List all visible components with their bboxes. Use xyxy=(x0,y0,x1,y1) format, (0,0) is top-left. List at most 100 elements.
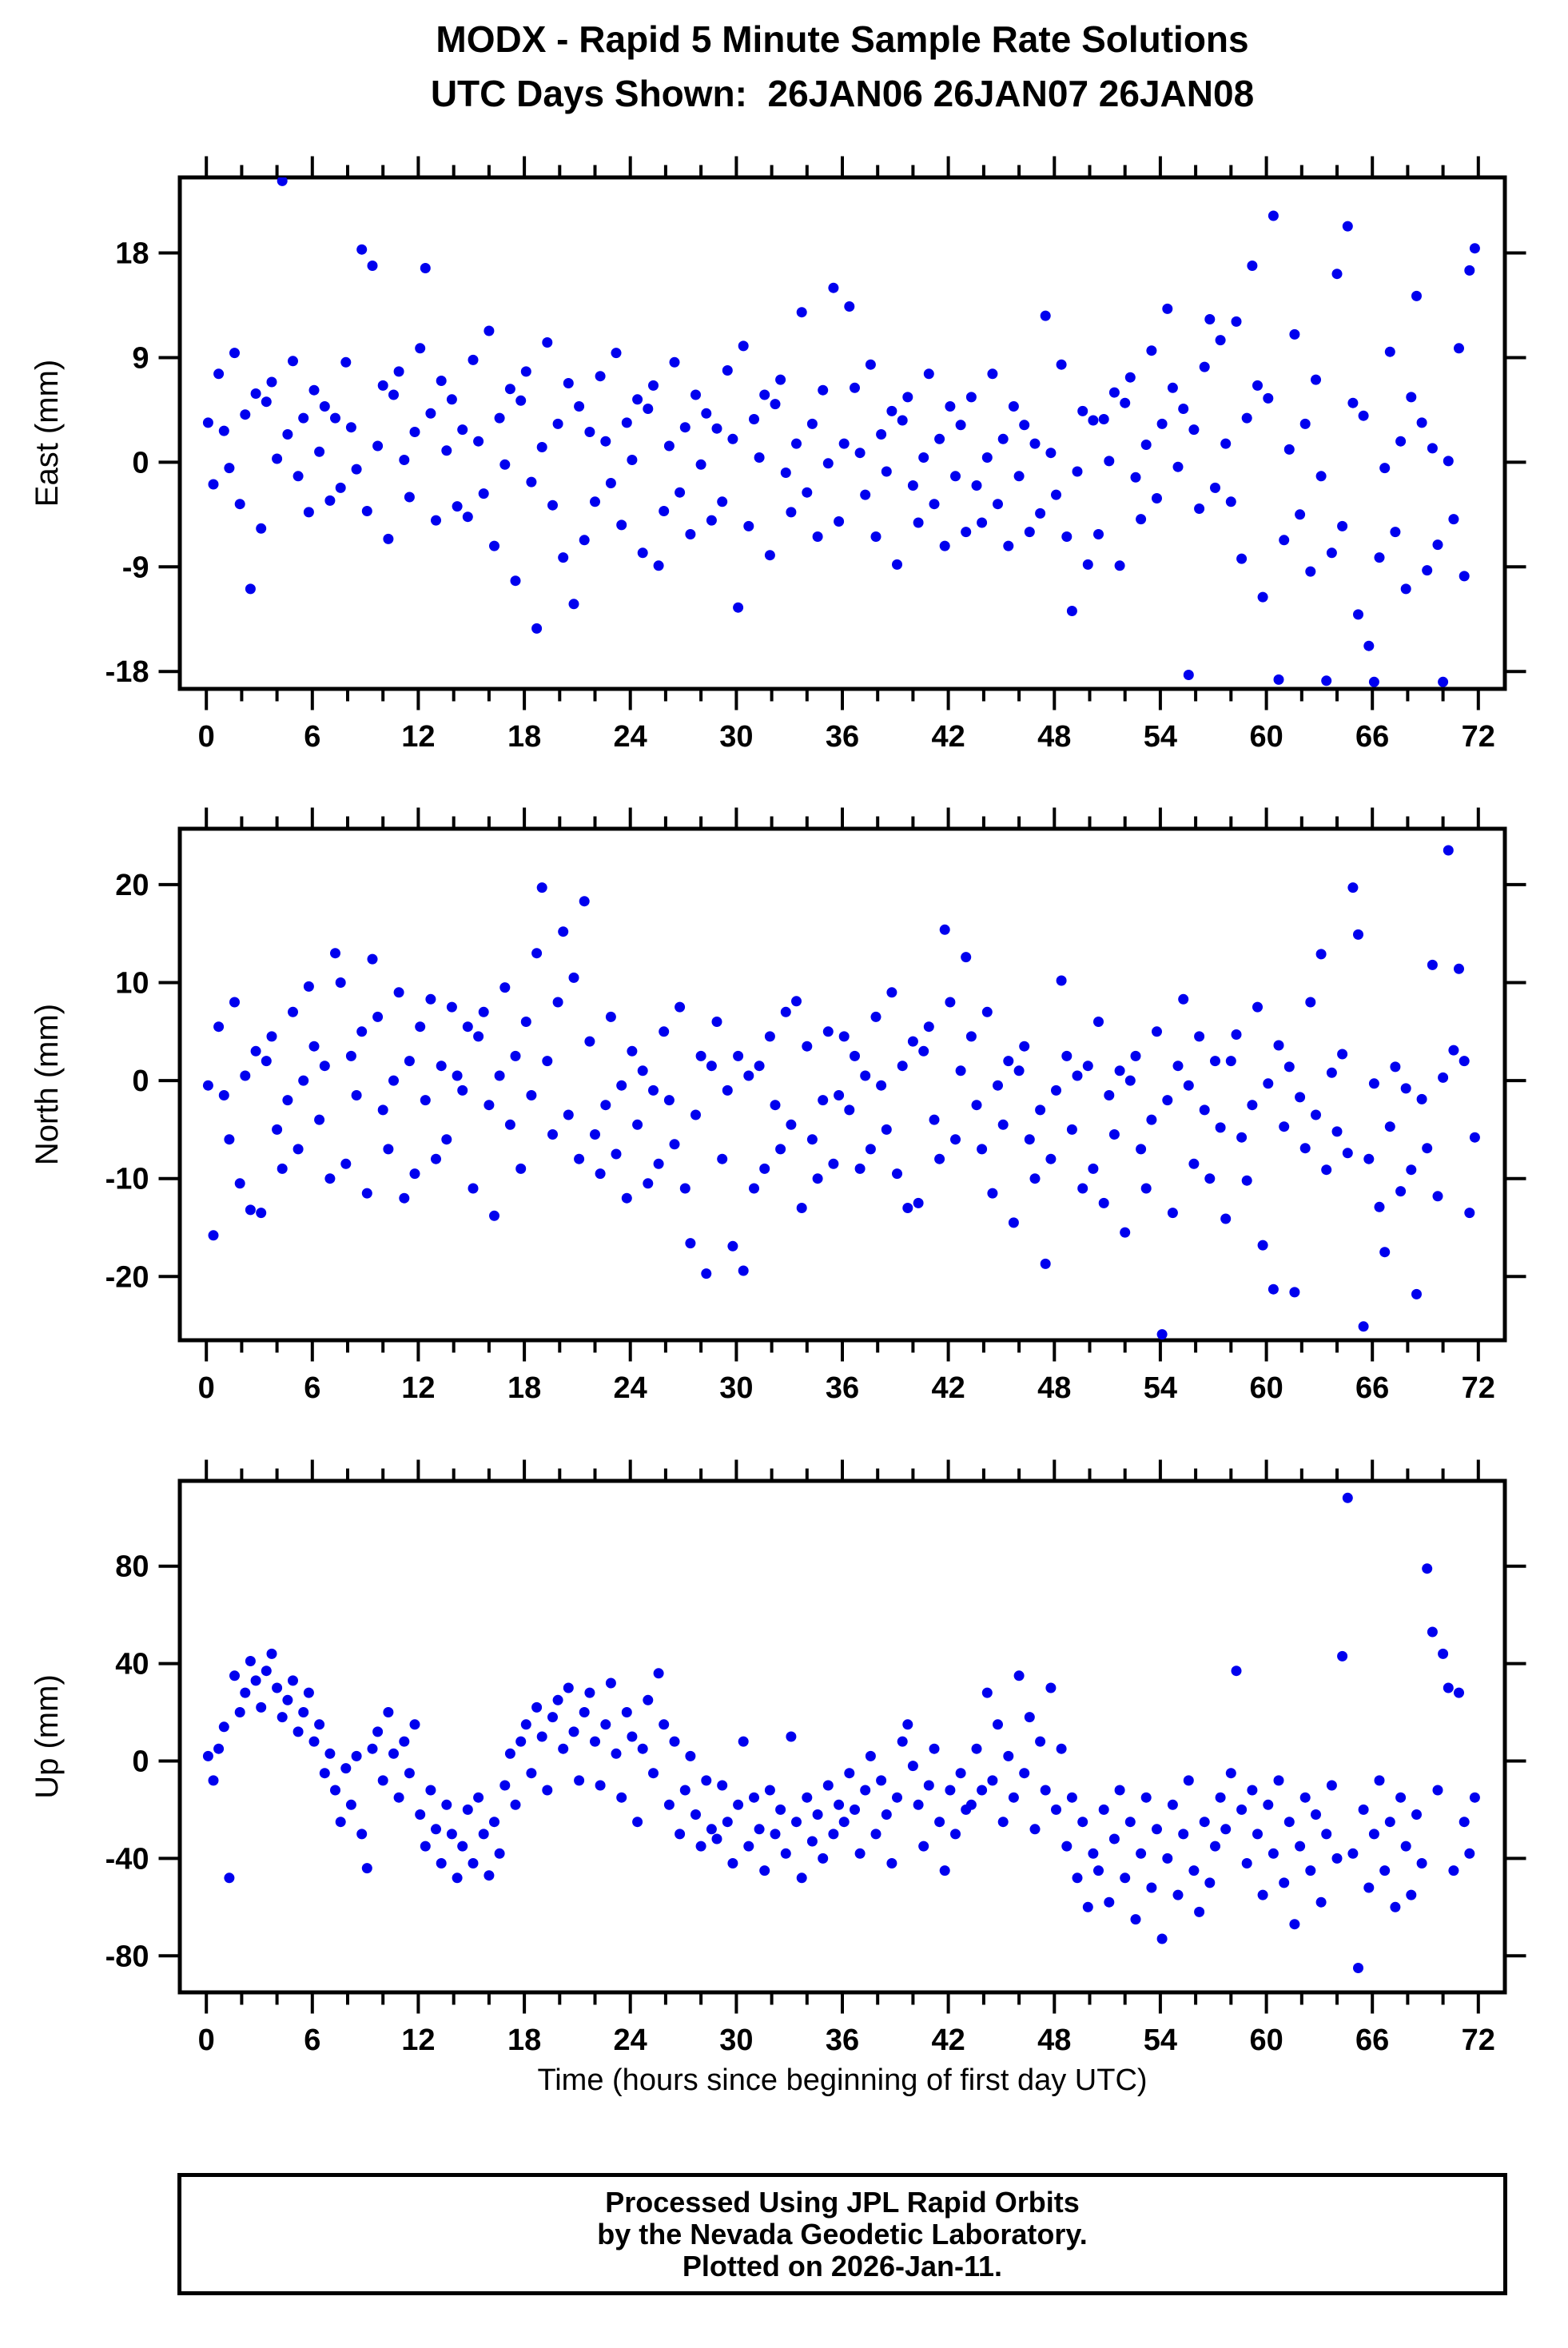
data-point xyxy=(1363,640,1375,651)
data-point xyxy=(558,926,569,937)
data-point xyxy=(1204,1877,1216,1888)
data-point xyxy=(468,1858,479,1868)
data-point xyxy=(637,1743,648,1754)
data-point xyxy=(1104,1090,1115,1100)
data-point xyxy=(1315,1896,1327,1908)
up-x-tick-label: 18 xyxy=(507,2024,541,2057)
data-point xyxy=(997,433,1009,444)
data-point xyxy=(208,1775,219,1786)
data-point xyxy=(324,495,336,506)
up-y-tick-label: -40 xyxy=(105,1842,149,1876)
data-point xyxy=(1464,1208,1475,1219)
data-point xyxy=(679,1785,690,1796)
data-point xyxy=(844,1104,855,1116)
data-point xyxy=(1231,1665,1242,1677)
data-point xyxy=(542,337,553,348)
data-point xyxy=(457,424,468,436)
data-point xyxy=(754,1824,765,1835)
east-points xyxy=(202,177,1480,687)
data-point xyxy=(1358,1321,1369,1332)
data-point xyxy=(993,1080,1003,1091)
data-point xyxy=(1124,1817,1136,1828)
data-point xyxy=(1188,1158,1200,1169)
data-point xyxy=(1273,674,1284,685)
data-point xyxy=(1459,1817,1470,1828)
data-point xyxy=(319,1768,330,1779)
data-point xyxy=(838,438,850,449)
data-point xyxy=(1289,328,1300,340)
data-point xyxy=(892,1168,902,1180)
data-point xyxy=(648,380,659,391)
data-point xyxy=(1172,461,1184,472)
data-point xyxy=(796,307,807,318)
data-point xyxy=(361,506,372,516)
data-point xyxy=(770,399,781,410)
data-point xyxy=(1257,1240,1268,1251)
data-point xyxy=(436,1858,447,1868)
data-point xyxy=(1210,1841,1220,1852)
data-point xyxy=(711,1017,722,1027)
north-x-tick-label: 6 xyxy=(304,1371,320,1405)
data-point xyxy=(1469,243,1480,254)
data-point xyxy=(436,1061,447,1072)
data-point xyxy=(1358,1804,1369,1815)
data-point xyxy=(1108,387,1120,398)
data-point xyxy=(213,1743,225,1754)
data-point xyxy=(1406,1889,1417,1900)
data-point xyxy=(494,1848,505,1859)
east-axis-title: East (mm) xyxy=(30,360,65,507)
data-point xyxy=(202,1750,213,1761)
data-point xyxy=(965,1031,977,1042)
data-point xyxy=(643,1694,654,1705)
data-point xyxy=(250,1045,261,1057)
up-y-tick-label: 0 xyxy=(132,1745,149,1779)
data-point xyxy=(1093,1017,1104,1027)
data-point xyxy=(393,366,404,377)
up-y-tick-label: 80 xyxy=(115,1550,149,1584)
data-point xyxy=(1072,466,1083,477)
data-point xyxy=(997,1817,1009,1828)
data-point xyxy=(584,1687,595,1698)
data-point xyxy=(308,384,320,396)
data-point xyxy=(1204,1173,1216,1184)
data-point xyxy=(208,479,219,490)
data-point xyxy=(324,1173,336,1184)
data-point xyxy=(1225,1056,1236,1067)
data-point xyxy=(727,433,738,444)
up-x-tick-label: 60 xyxy=(1249,2024,1283,2057)
data-point xyxy=(876,1775,887,1786)
data-point xyxy=(955,1065,966,1076)
data-point xyxy=(981,1687,993,1698)
data-point xyxy=(663,1095,675,1106)
data-point xyxy=(679,422,690,433)
data-point xyxy=(780,468,791,478)
east-x-tick-label: 12 xyxy=(401,720,435,754)
data-point xyxy=(1374,1201,1385,1212)
data-point xyxy=(950,1829,961,1840)
data-point xyxy=(1082,1061,1093,1072)
data-point xyxy=(929,1114,940,1125)
east-y-tick-label: 9 xyxy=(132,342,149,376)
data-point xyxy=(1172,1061,1184,1072)
data-point xyxy=(659,1026,670,1037)
data-point xyxy=(1379,1247,1391,1258)
data-point xyxy=(1008,1217,1019,1228)
data-point xyxy=(431,1824,441,1835)
data-point xyxy=(1459,1056,1470,1067)
data-point xyxy=(1411,1809,1422,1820)
data-point xyxy=(372,440,384,452)
data-point xyxy=(611,1148,622,1160)
data-point xyxy=(1299,1792,1311,1803)
data-point xyxy=(1406,392,1417,403)
data-point xyxy=(1289,1919,1300,1930)
data-point xyxy=(701,1775,712,1786)
north-x-tick-label: 36 xyxy=(826,1371,859,1405)
data-point xyxy=(950,1134,961,1145)
data-point xyxy=(1231,1029,1242,1040)
data-point xyxy=(536,1731,547,1742)
data-point xyxy=(1363,1882,1375,1893)
data-point xyxy=(1368,1829,1379,1840)
data-point xyxy=(568,1726,579,1737)
data-point xyxy=(245,1204,256,1216)
data-point xyxy=(907,480,918,491)
